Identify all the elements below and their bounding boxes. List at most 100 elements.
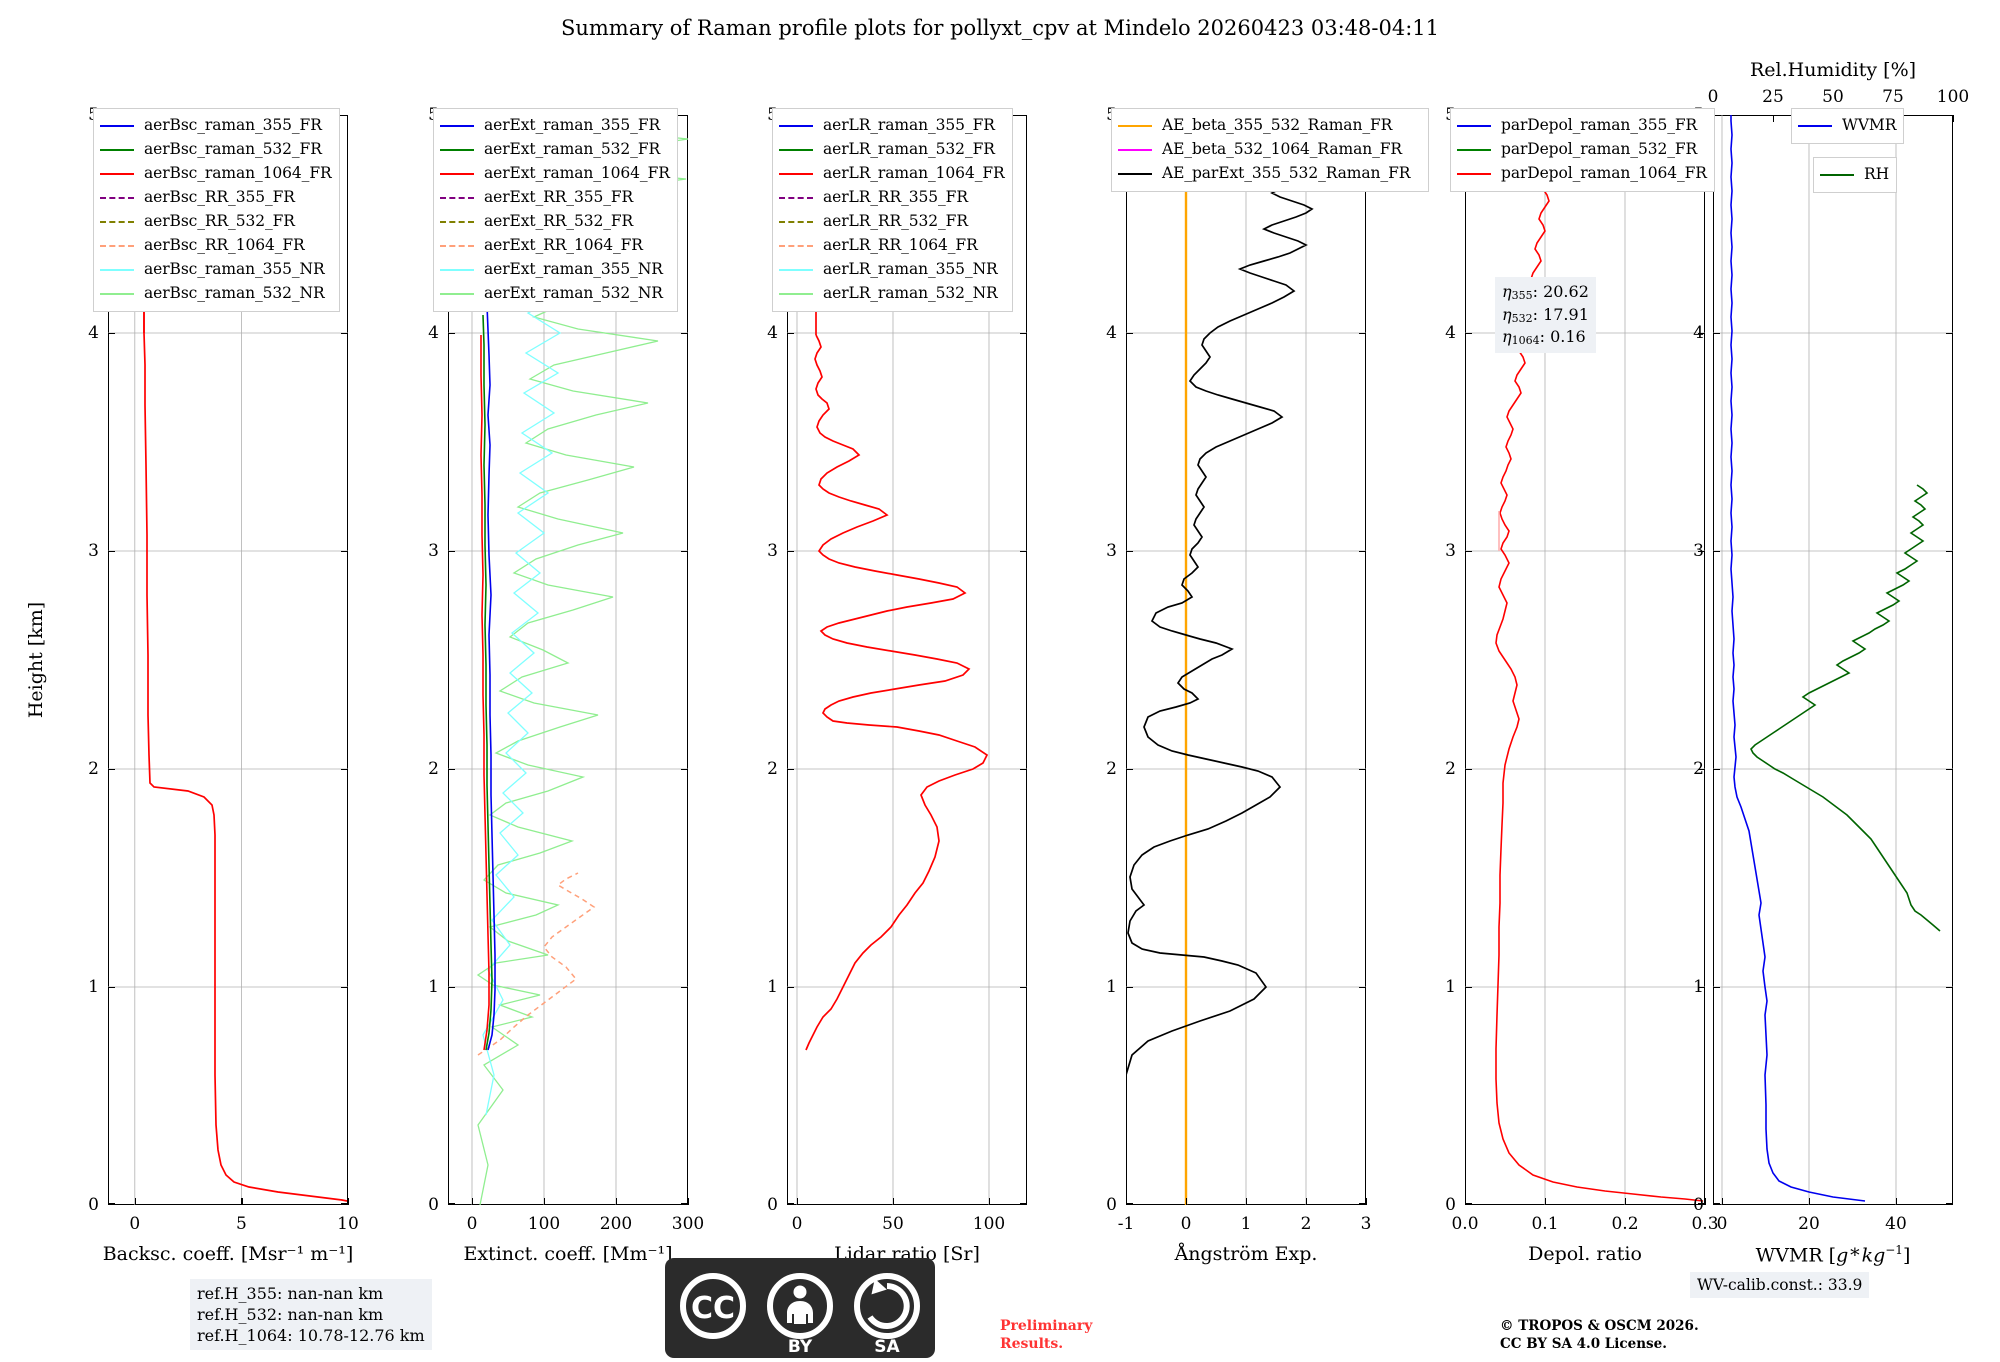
legend-angstrom[interactable]: AE_beta_355_532_Raman_FR AE_beta_532_1064…	[1111, 108, 1429, 192]
y-tickmark	[1713, 115, 1720, 117]
y-tickmark	[1020, 551, 1027, 553]
y-tickmark	[341, 769, 348, 771]
y-tickmark	[1020, 1203, 1027, 1205]
y-tickmark	[108, 333, 115, 335]
x-tickmark	[616, 1198, 618, 1205]
y-tickmark	[1946, 115, 1953, 117]
legend-swatch-icon	[1457, 125, 1491, 127]
legend-item-aerlr_raman_355_fr: aerLR_raman_355_FR	[779, 114, 1005, 138]
y-tickmark	[1020, 987, 1027, 989]
legend-backscatter[interactable]: aerBsc_raman_355_FR aerBsc_raman_532_FR ae…	[93, 108, 340, 312]
x-tickmark	[1186, 1198, 1188, 1205]
legend-item-label: RH	[1864, 165, 1889, 184]
y-tickmark	[1465, 1203, 1472, 1205]
y-tickmark	[448, 769, 455, 771]
legend-swatch-icon	[779, 197, 813, 199]
eta-line-532: η532: 17.91	[1502, 304, 1589, 325]
y-tickmark	[108, 551, 115, 553]
panel-wvmr-rh: 0 1 2 3 4 5 0 20 40 0 25 50 75 100 Rel.H…	[1693, 59, 1969, 1266]
xtick-p5-3: 0.3	[1691, 1214, 1719, 1234]
y-tickmark	[448, 551, 455, 553]
ytick-p6-3: 3	[1693, 541, 1704, 561]
legend-item-aerlr_raman_1064_fr: aerLR_raman_1064_FR	[779, 162, 1005, 186]
x-tickmark	[348, 1198, 350, 1205]
panel-angstrom: 0 1 2 3 4 5 -1 0 1 2 3 Ångström Exp. AE_…	[1106, 105, 1429, 1265]
eta-line-355: η355: 20.62	[1502, 282, 1589, 302]
preliminary-results-note: Preliminary Results.	[1000, 1318, 1092, 1353]
x-tickmark	[1246, 1198, 1248, 1205]
legend-item-label: aerBsc_raman_1064_FR	[144, 164, 332, 183]
y-tickmark	[1359, 987, 1366, 989]
y-tickmark	[1465, 551, 1472, 553]
legend-item-label: AE_beta_355_532_Raman_FR	[1162, 116, 1393, 135]
y-tickmark	[787, 551, 794, 553]
xlabel-wvmr: WVMR [g * kg−1]	[1755, 1243, 1911, 1267]
legend-swatch-icon	[440, 125, 474, 127]
x-tickmark-top	[1773, 115, 1775, 122]
x-tickmark	[1705, 1198, 1707, 1205]
legend-item-label: aerExt_raman_532_FR	[484, 140, 661, 159]
eta-line-1064: η1064: 0.16	[1502, 327, 1586, 348]
legend-swatch-icon	[440, 269, 474, 271]
xtick-p6-1: 20	[1798, 1214, 1820, 1234]
xtick-top-p6-0: 0	[1707, 87, 1719, 107]
eta-annotation-box: η355: 20.62 η532: 17.91 η1064: 0.16	[1495, 277, 1596, 353]
ytick-p5-4: 4	[1445, 323, 1456, 343]
y-tickmark	[1713, 769, 1720, 771]
y-tickmark	[1946, 333, 1953, 335]
x-tickmark	[134, 1198, 137, 1205]
legend-item-label: aerLR_raman_355_NR	[823, 260, 998, 279]
legend-item-aerbsc_rr_532_fr: aerBsc_RR_532_FR	[100, 210, 332, 234]
legend-extinction[interactable]: aerExt_raman_355_FR aerExt_raman_532_FR ae…	[433, 108, 678, 312]
legend-item-label: parDepol_raman_532_FR	[1501, 140, 1698, 159]
legend-item-label: aerExt_RR_532_FR	[484, 212, 634, 231]
ytick-p5-0: 0	[1445, 1195, 1456, 1215]
y-tickmark	[681, 115, 688, 117]
legend-swatch-icon	[779, 149, 813, 151]
legend-lidar-ratio[interactable]: aerLR_raman_355_FR aerLR_raman_532_FR aerL…	[772, 108, 1013, 312]
xtick-p2-1: 100	[527, 1214, 561, 1234]
panel-backscatter: 0 1 2 3 4 5 0 5 10 Backsc. coeff. [Msr⁻¹…	[88, 105, 359, 1265]
xlabel-backscatter: Backsc. coeff. [Msr⁻¹ m⁻¹]	[102, 1243, 354, 1265]
legend-depol-ratio[interactable]: parDepol_raman_355_FR parDepol_raman_532_…	[1450, 108, 1715, 192]
x-tickmark	[1625, 1198, 1627, 1205]
ytick-2: 2	[88, 759, 99, 779]
xtick-p2-0: 0	[466, 1214, 478, 1234]
legend-item-label: aerBsc_RR_355_FR	[144, 188, 295, 207]
legend-item-aerlr_raman_355_nr: aerLR_raman_355_NR	[779, 258, 1005, 282]
y-tickmark	[1126, 769, 1133, 771]
ref-height-box: ref.H_355: nan-nan km ref.H_532: nan-nan …	[190, 1279, 432, 1351]
wv-calib-const: WV-calib.const.: 33.9	[1690, 1272, 1870, 1298]
plot-angstrom	[1126, 115, 1366, 1205]
y-tickmark	[108, 769, 115, 771]
y-tickmark	[1465, 769, 1472, 771]
ytick-p5-3: 3	[1445, 541, 1456, 561]
legend-item-label: AE_parExt_355_532_Raman_FR	[1162, 164, 1411, 183]
xtick-p4-1: 0	[1180, 1214, 1192, 1234]
xtick-p4-4: 3	[1360, 1214, 1372, 1234]
panel-extinction: 0 1 2 3 4 5 0 100 200 300 Extinct. coeff…	[428, 105, 704, 1265]
y-tickmark	[1126, 987, 1133, 989]
y-tickmark	[1465, 333, 1472, 335]
y-tickmark	[341, 115, 348, 117]
legend-swatch-icon	[1457, 173, 1491, 175]
x-tickmark	[1545, 1198, 1547, 1205]
legend-swatch-icon	[1118, 173, 1152, 175]
legend-item-aerext_raman_355_nr: aerExt_raman_355_NR	[440, 258, 670, 282]
legend-wvmr[interactable]: WVMR	[1791, 108, 1905, 144]
copyright-line: CC BY SA 4.0 License.	[1500, 1335, 1667, 1352]
legend-rh[interactable]: RH	[1813, 157, 1897, 193]
y-tickmark	[1946, 1203, 1953, 1205]
legend-item-label: aerLR_RR_532_FR	[823, 212, 968, 231]
ytick-p4-0: 0	[1106, 1195, 1117, 1215]
svg-text:CC: CC	[691, 1291, 735, 1326]
y-tickmark	[1020, 115, 1027, 117]
cc-sa-share-alike-icon	[854, 1273, 920, 1339]
y-tickmark	[1698, 551, 1705, 553]
cc-by-label: BY	[788, 1337, 813, 1357]
ytick-4: 4	[88, 323, 99, 343]
copyright-line: © TROPOS & OSCM 2026.	[1500, 1318, 1699, 1334]
legend-item-aerbsc_raman_532_nr: aerBsc_raman_532_NR	[100, 282, 332, 306]
y-tickmark	[1359, 1203, 1366, 1205]
legend-swatch-icon	[1457, 149, 1491, 151]
